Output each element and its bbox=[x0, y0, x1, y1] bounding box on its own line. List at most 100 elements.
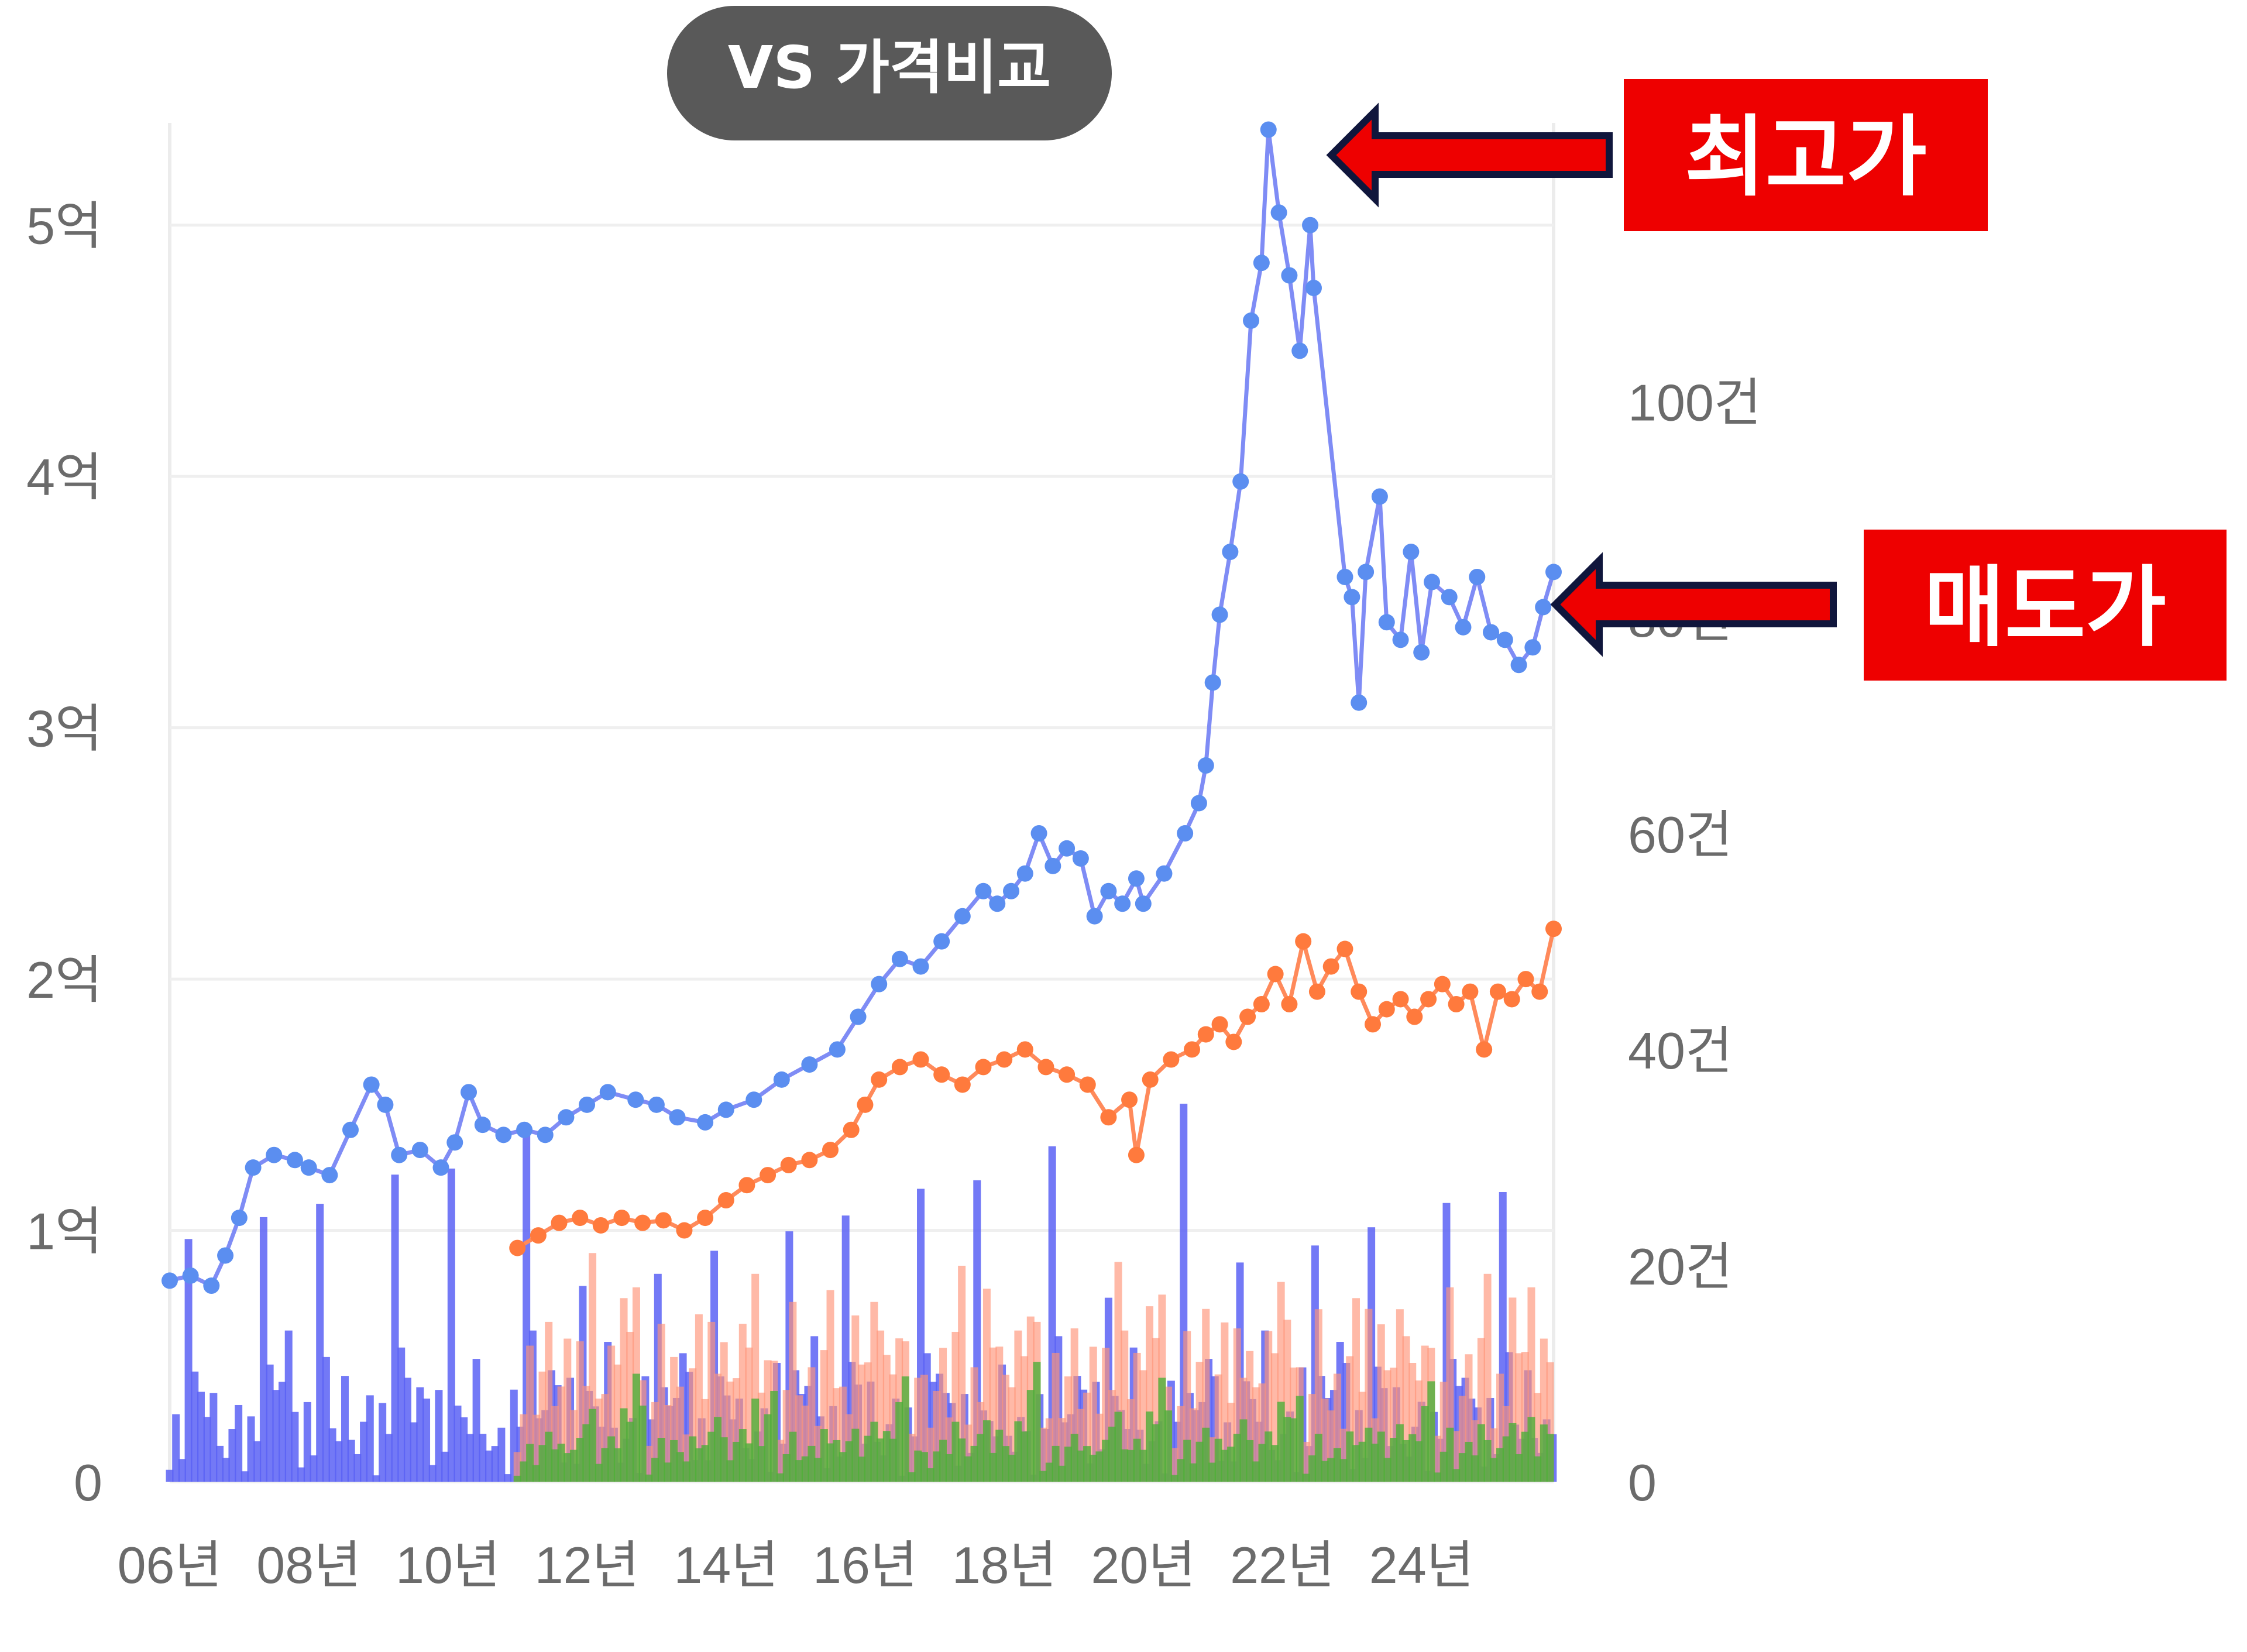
jeonse-price-point bbox=[634, 1214, 651, 1231]
jeonse-volume-bar bbox=[1352, 1298, 1360, 1482]
sale-price-point bbox=[1253, 255, 1270, 272]
monthly-volume-bar bbox=[1446, 1427, 1454, 1482]
sale-price-point bbox=[1197, 757, 1214, 774]
monthly-volume-bar bbox=[733, 1441, 741, 1482]
monthly-volume-bar bbox=[1390, 1438, 1398, 1482]
monthly-volume-bar bbox=[1183, 1440, 1191, 1482]
monthly-volume-bar bbox=[1221, 1450, 1229, 1482]
jeonse-volume-bar bbox=[858, 1364, 865, 1482]
sale-volume-bar bbox=[279, 1382, 287, 1482]
sale-price-point bbox=[912, 958, 929, 975]
sale-price-point bbox=[286, 1152, 303, 1169]
monthly-volume-bar bbox=[1077, 1450, 1085, 1482]
sale-price-point bbox=[1211, 606, 1228, 623]
sale-price-point bbox=[1305, 280, 1322, 297]
monthly-volume-bar bbox=[1408, 1434, 1417, 1482]
monthly-volume-bar bbox=[970, 1445, 978, 1482]
monthly-volume-bar bbox=[958, 1438, 966, 1482]
sale-volume-bar bbox=[322, 1356, 330, 1482]
sale-volume-bar bbox=[472, 1359, 480, 1482]
monthly-volume-bar bbox=[964, 1456, 972, 1482]
monthly-volume-bar bbox=[1414, 1441, 1423, 1482]
y-tick-label-right: 40건 bbox=[1628, 1022, 1733, 1080]
monthly-volume-bar bbox=[557, 1443, 565, 1482]
monthly-volume-bar bbox=[839, 1452, 847, 1482]
sale-volume-bar bbox=[366, 1395, 374, 1482]
sale-price-point bbox=[850, 1008, 867, 1025]
sale-price-point bbox=[474, 1117, 491, 1134]
sale-price-point bbox=[648, 1096, 665, 1113]
monthly-volume-bar bbox=[1483, 1440, 1492, 1482]
jeonse-volume-bar bbox=[1515, 1353, 1523, 1482]
monthly-volume-bar bbox=[538, 1445, 547, 1482]
monthly-volume-bar bbox=[1527, 1417, 1535, 1482]
jeonse-price-point bbox=[717, 1192, 734, 1209]
sale-volume-bar bbox=[310, 1455, 318, 1482]
sale-volume-bar bbox=[203, 1417, 211, 1482]
sale-price-point bbox=[391, 1146, 408, 1163]
monthly-volume-bar bbox=[513, 1475, 521, 1482]
x-tick-label: 12년 bbox=[535, 1536, 640, 1594]
monthly-volume-bar bbox=[689, 1436, 697, 1482]
monthly-volume-bar bbox=[638, 1405, 647, 1482]
jeonse-price-point bbox=[592, 1217, 609, 1234]
sale-price-point bbox=[1403, 544, 1420, 561]
monthly-volume-bar bbox=[1208, 1462, 1216, 1482]
jeonse-price-point bbox=[1420, 991, 1437, 1008]
jeonse-volume-bar bbox=[1383, 1370, 1392, 1482]
monthly-volume-bar bbox=[814, 1458, 822, 1482]
sale-price-point bbox=[1260, 121, 1277, 138]
monthly-volume-bar bbox=[1121, 1449, 1129, 1482]
monthly-volume-bar bbox=[845, 1441, 853, 1482]
jeonse-volume-bar bbox=[989, 1347, 997, 1482]
monthly-volume-bar bbox=[707, 1431, 716, 1482]
monthly-volume-bar bbox=[1227, 1447, 1235, 1482]
sale-price-point bbox=[1351, 694, 1368, 711]
monthly-volume-bar bbox=[1490, 1458, 1498, 1482]
sale-price-point bbox=[933, 933, 950, 950]
sale-price-point bbox=[245, 1159, 262, 1176]
jeonse-price-point bbox=[1295, 933, 1312, 950]
sale-price-point bbox=[773, 1071, 790, 1088]
monthly-volume-bar bbox=[1133, 1438, 1141, 1482]
monthly-volume-bar bbox=[770, 1390, 778, 1482]
monthly-volume-bar bbox=[695, 1448, 703, 1482]
monthly-volume-bar bbox=[1434, 1472, 1442, 1482]
sale-volume-bar bbox=[303, 1402, 311, 1482]
monthly-volume-bar bbox=[613, 1448, 621, 1482]
sale-volume-bar bbox=[403, 1378, 411, 1482]
monthly-volume-bar bbox=[1052, 1445, 1060, 1482]
sale-volume-bar bbox=[416, 1387, 424, 1482]
monthly-volume-bar bbox=[1258, 1444, 1266, 1482]
sale-volume-bar bbox=[284, 1330, 293, 1482]
sale-price-point bbox=[461, 1084, 477, 1101]
jeonse-price-point bbox=[572, 1210, 589, 1227]
monthly-volume-bar bbox=[801, 1456, 809, 1482]
sale-volume-bar bbox=[266, 1364, 274, 1482]
monthly-volume-bar bbox=[1465, 1441, 1473, 1482]
sale-price-point bbox=[871, 976, 888, 992]
sale-price-point bbox=[1392, 631, 1409, 648]
callout-sale-box bbox=[1864, 530, 2227, 681]
monthly-volume-bar bbox=[995, 1430, 1004, 1482]
monthly-volume-bar bbox=[1358, 1441, 1366, 1482]
y-tick-label-right: 0 bbox=[1628, 1454, 1657, 1512]
sale-price-point bbox=[627, 1091, 644, 1108]
vs-toggle-bg bbox=[667, 6, 1112, 140]
sale-volume-bar bbox=[435, 1390, 443, 1482]
jeonse-price-point bbox=[1378, 1001, 1395, 1018]
sale-price-point bbox=[801, 1056, 818, 1073]
jeonse-volume-bar bbox=[1252, 1387, 1260, 1482]
sale-volume-bar bbox=[335, 1441, 343, 1482]
jeonse-volume-bar bbox=[513, 1452, 521, 1482]
sale-price-point bbox=[1086, 908, 1103, 925]
vs-compare-toggle[interactable]: VS 가격비교 bbox=[667, 6, 1112, 140]
monthly-volume-bar bbox=[1170, 1475, 1179, 1482]
sale-price-point bbox=[411, 1142, 428, 1159]
jeonse-price-point bbox=[1100, 1109, 1117, 1126]
monthly-volume-bar bbox=[1177, 1459, 1185, 1482]
y-tick-label-left: 1억 bbox=[26, 1203, 102, 1261]
monthly-volume-bar bbox=[551, 1449, 559, 1482]
monthly-volume-bar bbox=[920, 1452, 928, 1482]
monthly-volume-bar bbox=[1164, 1410, 1173, 1482]
